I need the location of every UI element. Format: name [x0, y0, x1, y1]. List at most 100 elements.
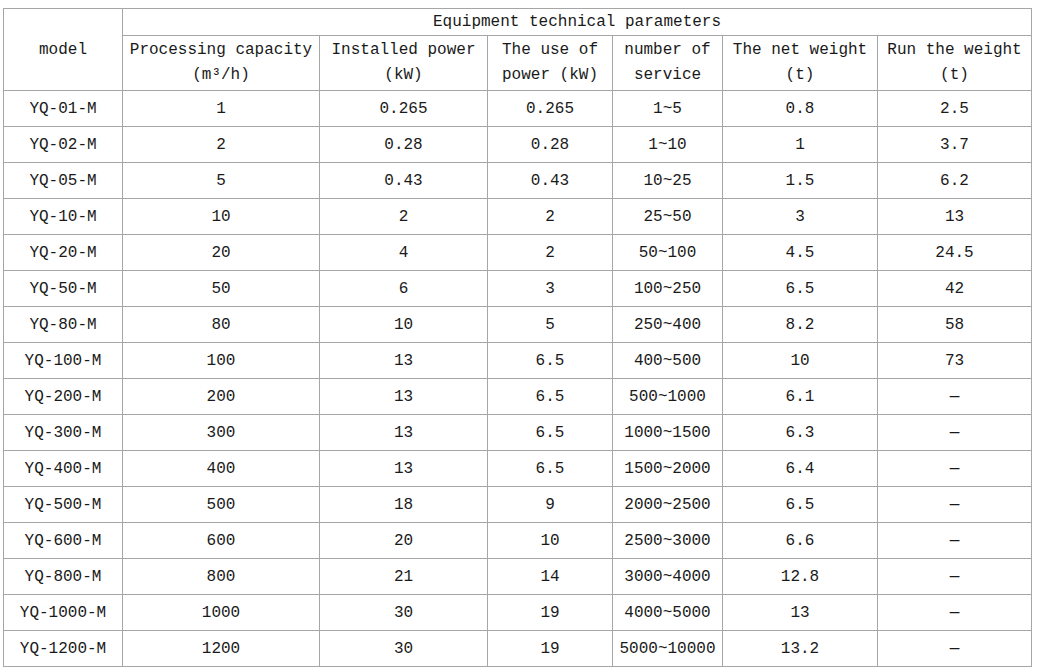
cell-run-weight: 42: [878, 271, 1032, 307]
cell-use-of-power: 3: [488, 271, 613, 307]
cell-net-weight: 4.5: [723, 235, 878, 271]
table-row: YQ-01-M10.2650.2651~50.82.5: [4, 91, 1032, 127]
cell-number-of-service: 25~50: [613, 199, 723, 235]
cell-number-of-service: 50~100: [613, 235, 723, 271]
table-subheader-row: Processing capacity (m³/h) Installed pow…: [4, 36, 1032, 91]
cell-run-weight: —: [878, 451, 1032, 487]
cell-use-of-power: 6.5: [488, 343, 613, 379]
cell-model: YQ-1200-M: [4, 631, 123, 667]
cell-number-of-service: 1000~1500: [613, 415, 723, 451]
cell-installed-power: 20: [320, 523, 488, 559]
cell-run-weight: 13: [878, 199, 1032, 235]
cell-processing-capacity: 10: [123, 199, 320, 235]
cell-installed-power: 21: [320, 559, 488, 595]
cell-processing-capacity: 1: [123, 91, 320, 127]
cell-run-weight: —: [878, 523, 1032, 559]
cell-installed-power: 2: [320, 199, 488, 235]
column-header-unit: (m³/h): [123, 63, 319, 88]
cell-processing-capacity: 2: [123, 127, 320, 163]
cell-model: YQ-10-M: [4, 199, 123, 235]
cell-model: YQ-400-M: [4, 451, 123, 487]
cell-processing-capacity: 1200: [123, 631, 320, 667]
cell-net-weight: 13: [723, 595, 878, 631]
table-row: YQ-1200-M120030195000~1000013.2—: [4, 631, 1032, 667]
table-row: YQ-80-M80105250~4008.258: [4, 307, 1032, 343]
cell-model: YQ-50-M: [4, 271, 123, 307]
cell-use-of-power: 2: [488, 235, 613, 271]
cell-net-weight: 10: [723, 343, 878, 379]
cell-number-of-service: 10~25: [613, 163, 723, 199]
cell-use-of-power: 6.5: [488, 379, 613, 415]
table-row: YQ-500-M5001892000~25006.5—: [4, 487, 1032, 523]
table-header: model Equipment technical parameters Pro…: [4, 9, 1032, 91]
cell-use-of-power: 19: [488, 631, 613, 667]
column-header-label: Run the weight: [878, 38, 1031, 63]
cell-model: YQ-05-M: [4, 163, 123, 199]
cell-model: YQ-02-M: [4, 127, 123, 163]
cell-number-of-service: 250~400: [613, 307, 723, 343]
cell-net-weight: 6.3: [723, 415, 878, 451]
table-title-row: model Equipment technical parameters: [4, 9, 1032, 36]
cell-run-weight: —: [878, 595, 1032, 631]
table-row: YQ-100-M100136.5400~5001073: [4, 343, 1032, 379]
cell-run-weight: 2.5: [878, 91, 1032, 127]
cell-processing-capacity: 80: [123, 307, 320, 343]
cell-processing-capacity: 800: [123, 559, 320, 595]
cell-use-of-power: 10: [488, 523, 613, 559]
cell-number-of-service: 500~1000: [613, 379, 723, 415]
cell-number-of-service: 1~10: [613, 127, 723, 163]
cell-net-weight: 6.5: [723, 487, 878, 523]
cell-net-weight: 3: [723, 199, 878, 235]
cell-processing-capacity: 5: [123, 163, 320, 199]
table-row: YQ-400-M400136.51500~20006.4—: [4, 451, 1032, 487]
cell-run-weight: 24.5: [878, 235, 1032, 271]
cell-installed-power: 30: [320, 631, 488, 667]
cell-run-weight: —: [878, 415, 1032, 451]
cell-installed-power: 0.43: [320, 163, 488, 199]
table-row: YQ-10-M102225~50313: [4, 199, 1032, 235]
column-header-installed-power: Installed power (kW): [320, 36, 488, 91]
cell-installed-power: 0.28: [320, 127, 488, 163]
cell-use-of-power: 6.5: [488, 415, 613, 451]
cell-model: YQ-20-M: [4, 235, 123, 271]
cell-net-weight: 6.1: [723, 379, 878, 415]
cell-installed-power: 13: [320, 415, 488, 451]
cell-use-of-power: 0.265: [488, 91, 613, 127]
cell-model: YQ-800-M: [4, 559, 123, 595]
page: model Equipment technical parameters Pro…: [0, 0, 1039, 672]
cell-model: YQ-100-M: [4, 343, 123, 379]
cell-model: YQ-01-M: [4, 91, 123, 127]
cell-run-weight: 73: [878, 343, 1032, 379]
column-header-model: model: [4, 9, 123, 91]
equipment-parameters-table: model Equipment technical parameters Pro…: [3, 8, 1032, 667]
cell-net-weight: 8.2: [723, 307, 878, 343]
cell-number-of-service: 2000~2500: [613, 487, 723, 523]
column-header-label: The use of: [488, 38, 612, 63]
cell-installed-power: 13: [320, 379, 488, 415]
table-row: YQ-600-M60020102500~30006.6—: [4, 523, 1032, 559]
column-header-unit: (t): [878, 63, 1031, 88]
cell-model: YQ-600-M: [4, 523, 123, 559]
cell-use-of-power: 0.28: [488, 127, 613, 163]
cell-run-weight: 3.7: [878, 127, 1032, 163]
cell-number-of-service: 1~5: [613, 91, 723, 127]
table-row: YQ-20-M204250~1004.524.5: [4, 235, 1032, 271]
cell-model: YQ-500-M: [4, 487, 123, 523]
column-header-processing-capacity: Processing capacity (m³/h): [123, 36, 320, 91]
cell-run-weight: —: [878, 487, 1032, 523]
cell-use-of-power: 5: [488, 307, 613, 343]
cell-model: YQ-1000-M: [4, 595, 123, 631]
cell-installed-power: 18: [320, 487, 488, 523]
table-row: YQ-02-M20.280.281~1013.7: [4, 127, 1032, 163]
cell-installed-power: 4: [320, 235, 488, 271]
cell-number-of-service: 2500~3000: [613, 523, 723, 559]
table-row: YQ-800-M80021143000~400012.8—: [4, 559, 1032, 595]
cell-processing-capacity: 300: [123, 415, 320, 451]
column-header-unit: service: [613, 63, 722, 88]
cell-installed-power: 0.265: [320, 91, 488, 127]
cell-installed-power: 13: [320, 343, 488, 379]
cell-use-of-power: 6.5: [488, 451, 613, 487]
column-header-run-weight: Run the weight (t): [878, 36, 1032, 91]
cell-run-weight: 58: [878, 307, 1032, 343]
cell-processing-capacity: 600: [123, 523, 320, 559]
